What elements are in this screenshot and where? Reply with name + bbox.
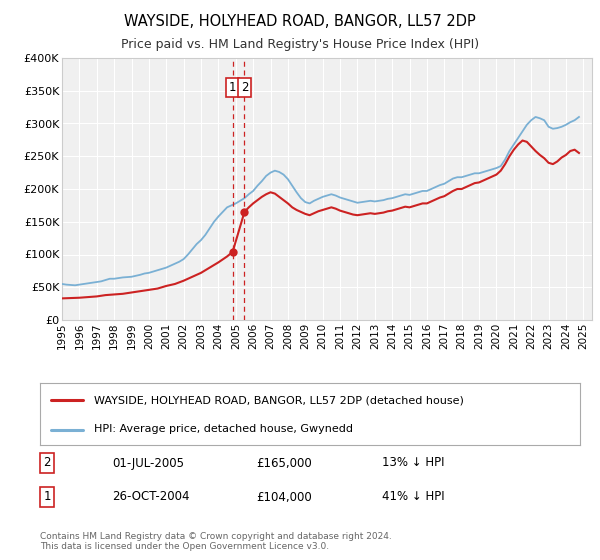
Text: 1: 1 xyxy=(229,81,236,94)
Text: 26-OCT-2004: 26-OCT-2004 xyxy=(112,491,190,503)
Text: Price paid vs. HM Land Registry's House Price Index (HPI): Price paid vs. HM Land Registry's House … xyxy=(121,38,479,51)
Text: 2: 2 xyxy=(241,81,248,94)
Text: £104,000: £104,000 xyxy=(256,491,312,503)
Text: 01-JUL-2005: 01-JUL-2005 xyxy=(112,456,184,469)
Text: 1: 1 xyxy=(43,491,51,503)
Text: HPI: Average price, detached house, Gwynedd: HPI: Average price, detached house, Gwyn… xyxy=(94,424,353,435)
Text: 41% ↓ HPI: 41% ↓ HPI xyxy=(382,491,445,503)
Text: £165,000: £165,000 xyxy=(256,456,312,469)
Text: WAYSIDE, HOLYHEAD ROAD, BANGOR, LL57 2DP (detached house): WAYSIDE, HOLYHEAD ROAD, BANGOR, LL57 2DP… xyxy=(94,395,464,405)
Text: 13% ↓ HPI: 13% ↓ HPI xyxy=(382,456,445,469)
Text: WAYSIDE, HOLYHEAD ROAD, BANGOR, LL57 2DP: WAYSIDE, HOLYHEAD ROAD, BANGOR, LL57 2DP xyxy=(124,14,476,29)
Text: 2: 2 xyxy=(43,456,51,469)
Text: Contains HM Land Registry data © Crown copyright and database right 2024.
This d: Contains HM Land Registry data © Crown c… xyxy=(40,532,392,552)
